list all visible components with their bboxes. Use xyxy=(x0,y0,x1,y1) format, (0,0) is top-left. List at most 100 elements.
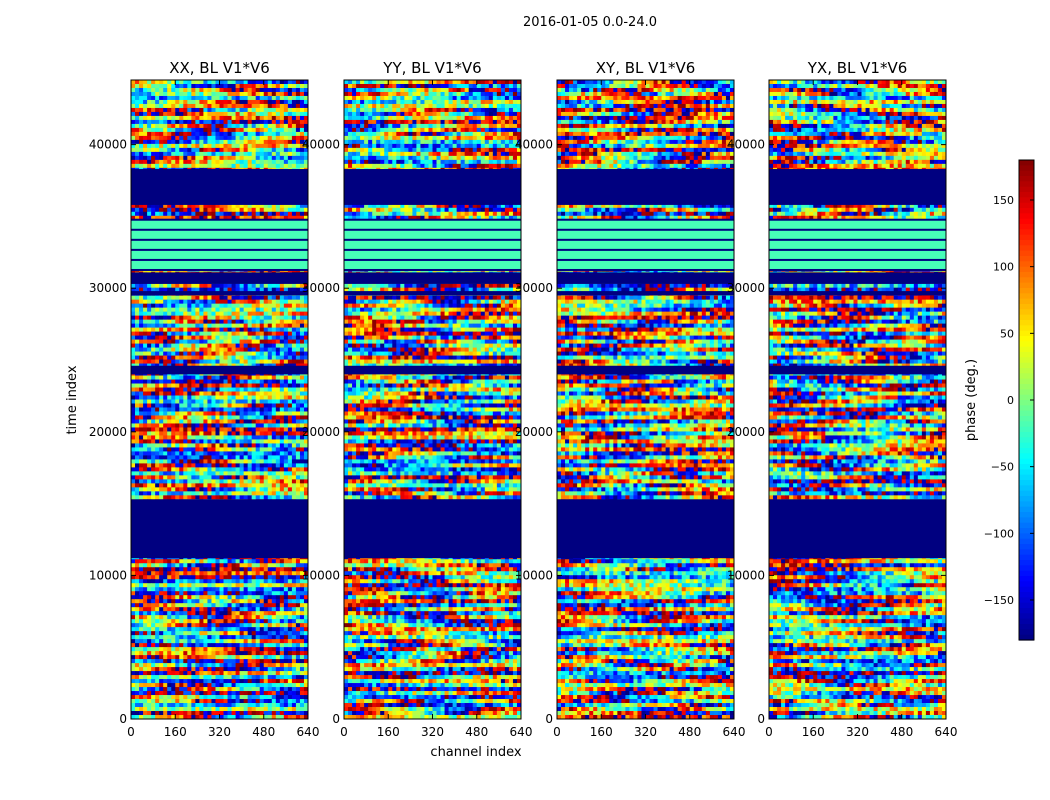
colorbar-segment xyxy=(1019,443,1034,449)
band-stripe xyxy=(344,239,521,241)
colorbar-segment xyxy=(1019,293,1034,299)
y-tick-label: 40000 xyxy=(89,138,127,152)
colorbar-segment xyxy=(1019,405,1034,411)
colorbar-segment xyxy=(1019,427,1034,433)
colorbar-segment xyxy=(1019,181,1034,187)
y-tick-label: 30000 xyxy=(727,281,765,295)
flagged-band xyxy=(131,366,308,375)
band-stripe xyxy=(131,249,308,251)
colorbar-tick-label: −50 xyxy=(991,461,1014,474)
flagged-band xyxy=(769,366,946,375)
colorbar-segment xyxy=(1019,208,1034,214)
colorbar-segment xyxy=(1019,320,1034,326)
colorbar-segment xyxy=(1019,512,1034,518)
flagged-band xyxy=(769,499,946,558)
colorbar-segment xyxy=(1019,176,1034,182)
colorbar-segment xyxy=(1019,315,1034,321)
y-tick-label: 30000 xyxy=(89,281,127,295)
panel-title: XY, BL V1*V6 xyxy=(596,59,696,77)
colorbar-segment xyxy=(1019,437,1034,443)
band-stripe xyxy=(557,219,734,221)
y-tick-label: 20000 xyxy=(89,425,127,439)
colorbar-segment xyxy=(1019,592,1034,598)
colorbar-segment xyxy=(1019,453,1034,459)
band-stripe xyxy=(769,239,946,241)
panel-xx: XX, BL V1*V60 160 320 480 640010000200003000… xyxy=(89,59,320,739)
colorbar-segment xyxy=(1019,475,1034,481)
colorbar-segment xyxy=(1019,549,1034,555)
colorbar-segment xyxy=(1019,571,1034,577)
colorbar-segment xyxy=(1019,213,1034,219)
x-tick-label: 640 xyxy=(723,725,746,739)
flagged-band xyxy=(344,366,521,375)
colorbar-segment xyxy=(1019,480,1034,486)
colorbar-segment xyxy=(1019,389,1034,395)
colorbar-segment xyxy=(1019,624,1034,630)
colorbar-segment xyxy=(1019,171,1034,177)
x-tick-label: 160 xyxy=(377,725,400,739)
colorbar-segment xyxy=(1019,565,1034,571)
x-tick-label: 320 xyxy=(846,725,869,739)
band-stripe xyxy=(344,269,521,271)
band-stripe xyxy=(557,269,734,271)
colorbar-segment xyxy=(1019,581,1034,587)
colorbar-segment xyxy=(1019,629,1034,635)
band-stripe xyxy=(344,219,521,221)
green-band xyxy=(769,219,946,271)
x-tick-label: 320 xyxy=(208,725,231,739)
x-tick-label: 0 xyxy=(340,725,348,739)
colorbar-segment xyxy=(1019,459,1034,465)
colorbar-segment xyxy=(1019,235,1034,241)
colorbar-segment xyxy=(1019,309,1034,315)
x-tick-label: 480 xyxy=(465,725,488,739)
colorbar-segment xyxy=(1019,421,1034,427)
colorbar-segment xyxy=(1019,603,1034,609)
x-tick-label: 0 xyxy=(765,725,773,739)
colorbar-segment xyxy=(1019,203,1034,209)
band-stripe xyxy=(131,259,308,261)
panel-yy: YY, BL V1*V60 160 320 480 640010000200003000… xyxy=(302,59,533,739)
colorbar-segment xyxy=(1019,357,1034,363)
y-tick-label: 20000 xyxy=(515,425,553,439)
flagged-band xyxy=(344,499,521,558)
colorbar-segment xyxy=(1019,432,1034,438)
flagged-band xyxy=(557,272,734,283)
colorbar-segment xyxy=(1019,485,1034,491)
x-tick-label: 640 xyxy=(510,725,533,739)
band-stripe xyxy=(769,259,946,261)
flagged-band xyxy=(557,291,734,295)
colorbar-segment xyxy=(1019,544,1034,550)
panel-title: YY, BL V1*V6 xyxy=(382,59,481,77)
x-tick-label: 160 xyxy=(164,725,187,739)
figure: 2016-01-05 0.0-24.0 channel index time i… xyxy=(0,0,1050,800)
colorbar-segment xyxy=(1019,224,1034,230)
y-tick-label: 40000 xyxy=(727,138,765,152)
colorbar-segment xyxy=(1019,533,1034,539)
band-stripe xyxy=(557,229,734,231)
flagged-band xyxy=(131,169,308,205)
colorbar-segment xyxy=(1019,501,1034,507)
x-tick-label: 480 xyxy=(890,725,913,739)
flagged-band xyxy=(769,291,946,295)
y-tick-label: 0 xyxy=(332,712,340,726)
colorbar-segment xyxy=(1019,384,1034,390)
colorbar-segment xyxy=(1019,368,1034,374)
y-tick-label: 0 xyxy=(545,712,553,726)
colorbar-segment xyxy=(1019,448,1034,454)
colorbar-segment xyxy=(1019,608,1034,614)
colorbar-segment xyxy=(1019,267,1034,273)
colorbar-segment xyxy=(1019,192,1034,198)
colorbar-segment xyxy=(1019,304,1034,310)
panel-xy: XY, BL V1*V60 160 320 480 640010000200003000… xyxy=(515,59,746,739)
colorbar-segment xyxy=(1019,517,1034,523)
x-tick-label: 640 xyxy=(297,725,320,739)
x-tick-label: 480 xyxy=(678,725,701,739)
x-tick-label: 320 xyxy=(421,725,444,739)
colorbar-segment xyxy=(1019,613,1034,619)
x-tick-label: 480 xyxy=(252,725,275,739)
colorbar-label: phase (deg.) xyxy=(964,359,979,441)
y-tick-label: 10000 xyxy=(89,568,127,582)
colorbar-segment xyxy=(1019,576,1034,582)
y-tick-label: 20000 xyxy=(302,425,340,439)
